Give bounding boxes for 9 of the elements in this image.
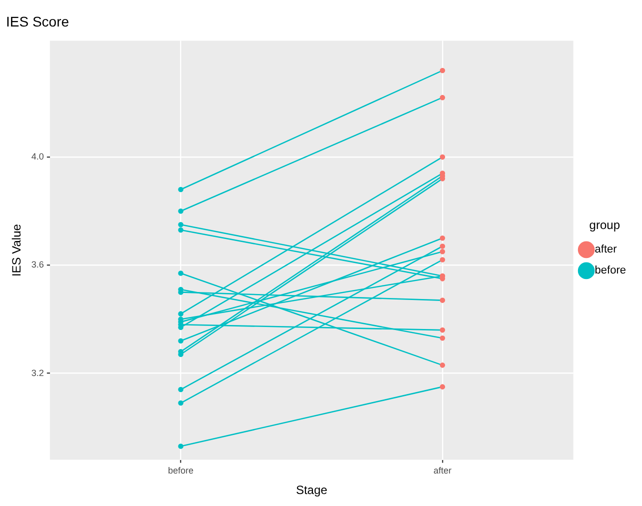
- y-axis-title: IES Value: [10, 224, 24, 277]
- legend-label: after: [594, 244, 618, 256]
- y-tick-label: 3.2: [31, 368, 44, 378]
- y-tick-label: 4.0: [31, 152, 44, 162]
- y-tick-label: 3.6: [31, 260, 44, 270]
- chart-title: IES Score: [6, 13, 70, 30]
- legend-title: group: [589, 218, 620, 232]
- legend-label: before: [594, 264, 626, 277]
- x-axis-title: Stage: [296, 483, 328, 498]
